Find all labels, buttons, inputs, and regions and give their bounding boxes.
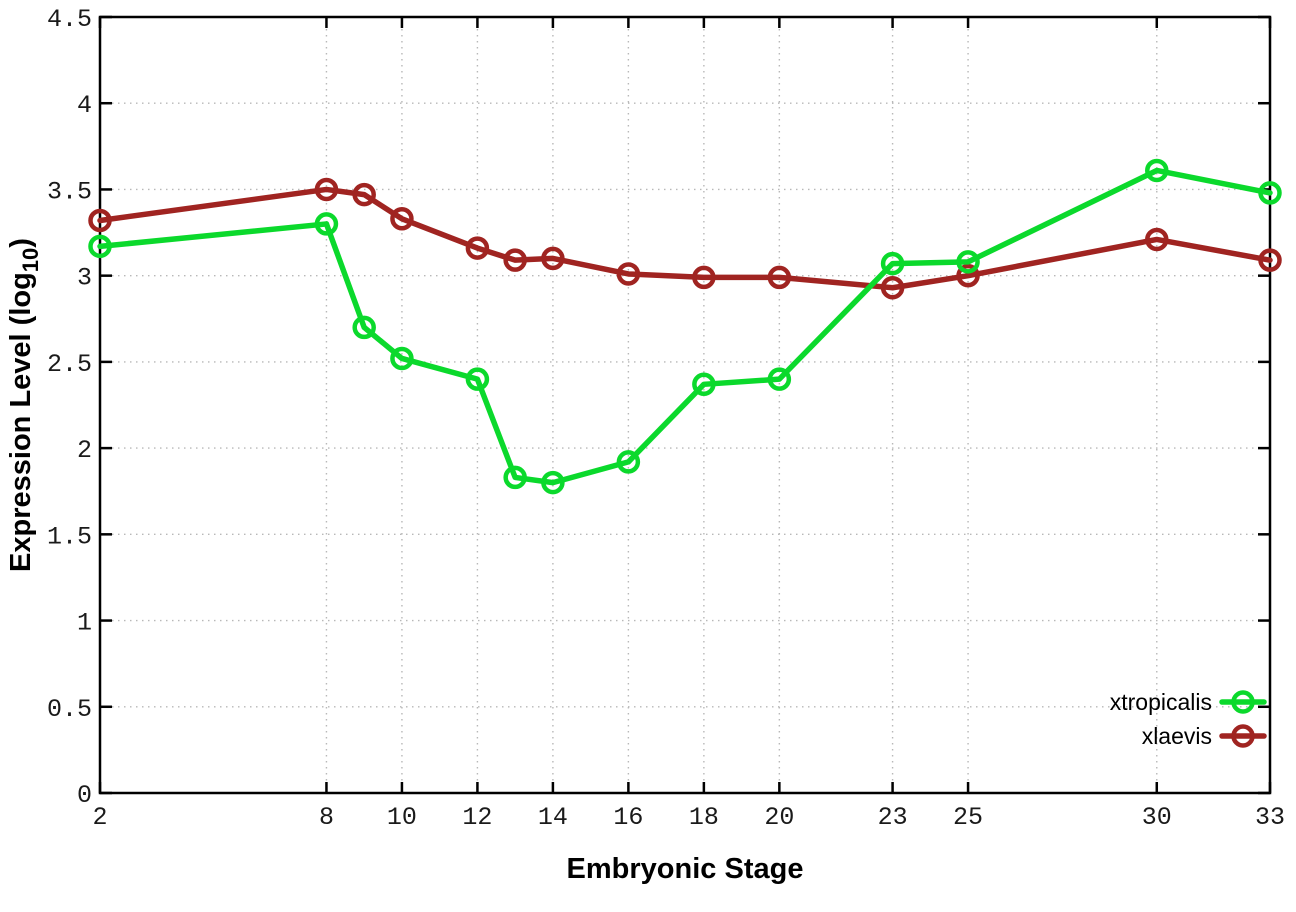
data-point-xlaevis bbox=[390, 207, 414, 231]
x-tick-label: 33 bbox=[1255, 803, 1285, 832]
y-tick-label: 3 bbox=[77, 264, 92, 293]
legend-label-xlaevis: xlaevis bbox=[1142, 723, 1212, 749]
data-point-xlaevis bbox=[352, 182, 376, 207]
data-point-xlaevis bbox=[692, 265, 716, 290]
x-tick-label: 16 bbox=[613, 803, 643, 832]
x-tick-label: 2 bbox=[92, 803, 107, 832]
x-tick-label: 20 bbox=[764, 803, 794, 832]
y-tick-labels: 0 0.5 1 1.5 2 2.5 3 3.5 4 4.5 bbox=[47, 5, 92, 810]
data-point-xtropicalis bbox=[314, 212, 339, 236]
y-axis-title-suffix: ) bbox=[5, 238, 37, 248]
data-point-xlaevis bbox=[1145, 227, 1169, 252]
data-point-xtropicalis bbox=[88, 234, 112, 259]
data-point-xlaevis bbox=[314, 177, 339, 202]
data-point-xlaevis bbox=[616, 262, 641, 286]
x-axis-title: Embryonic Stage bbox=[567, 853, 804, 885]
axis-ticks bbox=[98, 15, 1272, 795]
y-tick-label: 0.5 bbox=[47, 695, 92, 724]
y-tick-label: 0 bbox=[77, 781, 92, 810]
data-point-xtropicalis bbox=[1258, 181, 1282, 205]
data-point-xlaevis bbox=[1258, 248, 1282, 272]
data-point-xlaevis bbox=[503, 248, 527, 272]
plot-border bbox=[98, 15, 1272, 795]
data-point-xtropicalis bbox=[767, 367, 792, 391]
border-rect bbox=[98, 15, 1272, 795]
data-point-xtropicalis bbox=[692, 372, 716, 397]
y-tick-label: 1.5 bbox=[47, 522, 92, 551]
legend-label-xtropicalis: xtropicalis bbox=[1110, 689, 1212, 715]
series-xtropicalis bbox=[88, 158, 1282, 495]
data-point-xlaevis bbox=[541, 246, 565, 271]
y-tick-label: 3.5 bbox=[47, 177, 92, 206]
data-point-xlaevis bbox=[880, 275, 905, 300]
data-point-xtropicalis bbox=[880, 251, 905, 276]
data-point-xtropicalis bbox=[956, 250, 980, 274]
data-point-xtropicalis bbox=[541, 470, 565, 495]
data-point-xtropicalis bbox=[616, 450, 641, 474]
x-tick-labels: 2 8 10 12 14 16 18 20 23 25 30 33 bbox=[92, 803, 1285, 832]
x-tick-label: 23 bbox=[878, 803, 908, 832]
y-tick-label: 2 bbox=[77, 436, 92, 465]
series-line-xlaevis bbox=[97, 186, 1273, 291]
x-tick-label: 30 bbox=[1142, 803, 1172, 832]
data-point-xtropicalis bbox=[390, 346, 414, 371]
x-tick-label: 25 bbox=[953, 803, 983, 832]
series-line-xtropicalis bbox=[97, 167, 1273, 486]
x-tick-label: 8 bbox=[319, 803, 334, 832]
series-xlaevis bbox=[88, 177, 1282, 300]
data-point-xtropicalis bbox=[352, 315, 376, 340]
legend-samples bbox=[1219, 690, 1267, 748]
y-tick-label: 4.5 bbox=[47, 5, 92, 34]
data-series bbox=[88, 158, 1282, 495]
x-tick-label: 10 bbox=[387, 803, 417, 832]
data-point-xlaevis bbox=[767, 265, 792, 290]
data-point-xlaevis bbox=[465, 236, 490, 260]
y-tick-label: 2.5 bbox=[47, 350, 92, 379]
y-axis-title: Expression Level (log10) bbox=[5, 238, 43, 572]
x-tick-label: 18 bbox=[689, 803, 719, 832]
legend-sample-marker-xlaevis bbox=[1231, 724, 1255, 748]
data-point-xlaevis bbox=[956, 263, 980, 288]
y-tick-label: 4 bbox=[77, 91, 92, 120]
data-point-xtropicalis bbox=[1145, 158, 1169, 183]
x-tick-label: 12 bbox=[462, 803, 492, 832]
data-point-xlaevis bbox=[88, 208, 112, 233]
y-tick-label: 1 bbox=[77, 609, 92, 638]
y-axis-title-subscript: 10 bbox=[18, 248, 43, 272]
x-tick-label: 14 bbox=[538, 803, 568, 832]
data-point-xtropicalis bbox=[503, 465, 527, 490]
y-axis-title-prefix: Expression Level (log bbox=[5, 272, 37, 572]
legend-sample-marker-xtropicalis bbox=[1231, 690, 1255, 714]
data-point-xtropicalis bbox=[465, 367, 490, 391]
